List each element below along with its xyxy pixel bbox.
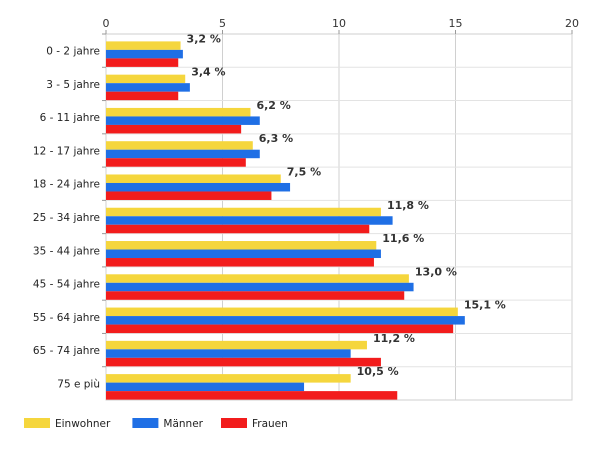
bar-einwohner	[106, 274, 409, 283]
bar-frauen	[106, 124, 242, 134]
y-category-label: 18 - 24 jahre	[33, 179, 100, 191]
bar-m-nner	[106, 83, 190, 92]
bar-frauen	[106, 291, 405, 300]
legend-swatch	[132, 418, 159, 428]
data-label: 11,2 %	[373, 332, 415, 345]
data-label: 3,2 %	[187, 32, 221, 45]
x-tick-label: 5	[219, 17, 226, 30]
x-tick-label: 20	[565, 17, 579, 30]
bar-m-nner	[106, 382, 305, 392]
bar-einwohner	[106, 340, 367, 350]
bar-m-nner	[106, 49, 183, 59]
bar-m-nner	[106, 316, 465, 325]
bar-einwohner	[106, 307, 458, 317]
bar-frauen	[106, 224, 370, 234]
bar-frauen	[106, 357, 381, 367]
y-category-label: 75 e più	[57, 378, 100, 390]
y-category-label: 3 - 5 jahre	[46, 79, 100, 91]
legend-label: Männer	[163, 418, 203, 430]
data-label: 6,2 %	[256, 99, 290, 112]
legend-label: Einwohner	[55, 418, 111, 430]
y-category-label: 45 - 54 jahre	[33, 279, 100, 291]
bar-m-nner	[106, 216, 393, 225]
legend-swatch	[221, 418, 247, 428]
bar-frauen	[106, 324, 454, 334]
y-category-label: 35 - 44 jahre	[33, 245, 100, 257]
bar-m-nner	[106, 349, 351, 358]
y-category-label: 55 - 64 jahre	[33, 312, 100, 324]
bar-m-nner	[106, 282, 414, 292]
legend-label: Frauen	[252, 418, 288, 430]
y-category-label: 0 - 2 jahre	[46, 46, 100, 58]
bar-einwohner	[106, 374, 351, 383]
data-label: 15,1 %	[464, 299, 506, 312]
data-label: 3,4 %	[191, 66, 225, 79]
data-label: 11,6 %	[382, 232, 424, 245]
bar-einwohner	[106, 107, 251, 117]
x-tick-label: 10	[332, 17, 346, 30]
bar-frauen	[106, 191, 272, 200]
data-label: 10,5 %	[357, 365, 399, 378]
bar-frauen	[106, 258, 374, 267]
bar-m-nner	[106, 149, 260, 159]
bar-m-nner	[106, 116, 260, 125]
bar-einwohner	[106, 141, 253, 150]
data-label: 11,8 %	[387, 199, 429, 212]
bar-frauen	[106, 391, 398, 400]
x-tick-label: 15	[449, 17, 463, 30]
bar-einwohner	[106, 241, 377, 250]
bar-einwohner	[106, 41, 181, 50]
bar-einwohner	[106, 174, 281, 183]
bar-frauen	[106, 58, 179, 67]
data-label: 13,0 %	[415, 265, 457, 278]
bar-frauen	[106, 158, 246, 167]
data-label: 6,3 %	[259, 132, 293, 145]
y-category-label: 6 - 11 jahre	[40, 112, 100, 124]
bar-m-nner	[106, 249, 381, 259]
bar-einwohner	[106, 74, 186, 84]
y-category-label: 25 - 34 jahre	[33, 212, 100, 224]
y-category-label: 12 - 17 jahre	[33, 145, 100, 157]
bar-m-nner	[106, 182, 291, 192]
data-label: 7,5 %	[287, 165, 321, 178]
bar-einwohner	[106, 207, 381, 217]
bar-frauen	[106, 91, 179, 101]
x-tick-label: 0	[103, 17, 110, 30]
y-category-label: 65 - 74 jahre	[33, 345, 100, 357]
legend-swatch	[24, 418, 50, 428]
